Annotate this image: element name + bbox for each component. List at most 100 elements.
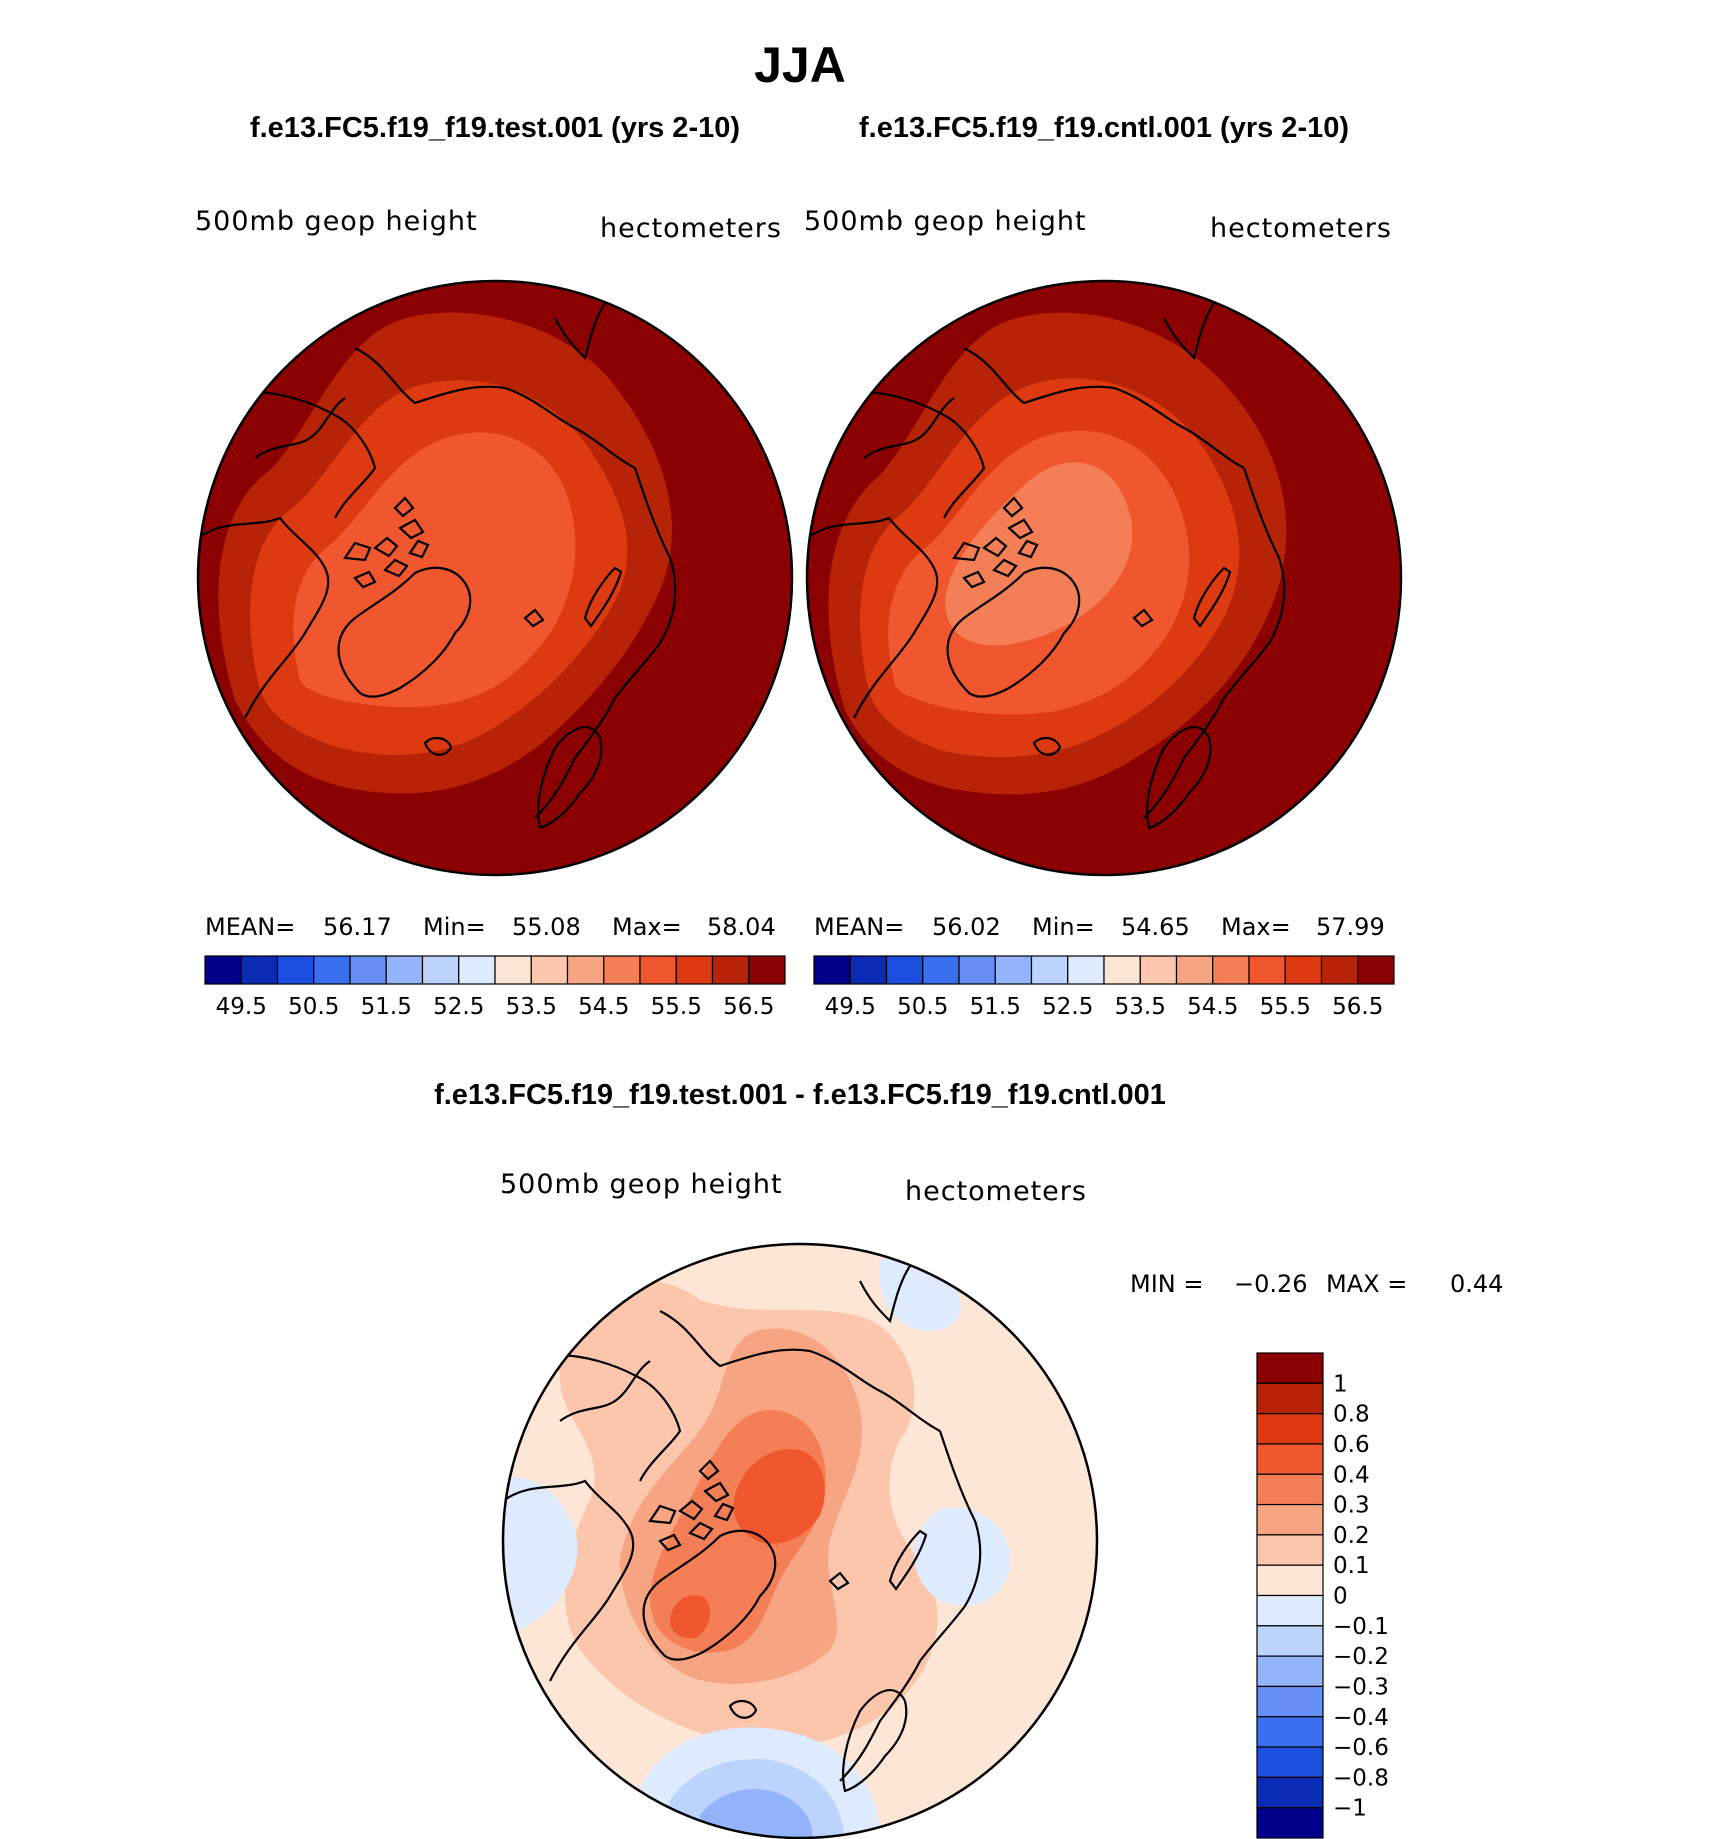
run-title-diff: f.e13.FC5.f19_f19.test.001 - f.e13.FC5.f… [434,1079,1166,1111]
min-value-test: 55.08 [512,913,581,941]
colorbar-tick-label: 53.5 [506,994,557,1020]
colorbar-tick-label: 0 [1333,1584,1348,1610]
colorbar-swatch [885,955,924,985]
max-value-test: 58.04 [707,913,776,941]
diff-band-0-4b [670,1595,711,1639]
colorbar-tick-label: 54.5 [1187,994,1238,1020]
colorbar-tick-label: 56.5 [1332,994,1383,1020]
colorbar-tick-label: 51.5 [970,994,1021,1020]
colorbar-swatch [1256,1807,1324,1839]
colorbar-tick-label: 56.5 [723,994,774,1020]
mean-value-cntl: 56.02 [932,913,1001,941]
colorbar-swatch [603,955,641,985]
colorbar-swatch [1256,1625,1324,1657]
max-value-cntl: 57.99 [1316,913,1385,941]
colorbar-swatch [530,955,569,985]
colorbar-tick-label: 0.8 [1333,1402,1370,1428]
mean-label-cntl: MEAN= [814,913,904,941]
colorbar-swatch [1248,955,1286,985]
colorbar-tick-label: 0.1 [1333,1553,1370,1579]
colorbar-tick-label: −1 [1333,1796,1367,1822]
map-border-diff [501,1242,1099,1839]
colorbar-swatch [494,955,532,985]
colorbar-swatch [675,955,714,985]
colorbar-swatch [204,955,242,985]
colorbar-tick-label: 55.5 [651,994,702,1020]
diff-band-neg-0-3 [700,1789,813,1838]
colorbar-swatch [813,955,851,985]
diff-band-0-4 [733,1449,825,1544]
colorbar-tick-label: 51.5 [361,994,412,1020]
colorbar-tick-label: 0.4 [1333,1462,1370,1488]
colorbar-swatch [711,955,750,985]
colorbar-swatch [1256,1564,1324,1597]
colorbar-swatch [1256,1685,1324,1718]
colorbar-swatch [1067,955,1105,985]
colorbar-swatch [1256,1473,1324,1506]
colorbar-tick-label: 50.5 [897,994,948,1020]
colorbar-swatch [421,955,460,985]
map-border-cntl [805,279,1403,877]
colorbar-cntl: 49.5 50.5 51.5 52.5 53.5 54.5 55.5 56.5 [813,955,1395,1020]
colorbar-swatch [1256,1503,1324,1536]
diff-max-value: 0.44 [1450,1270,1503,1298]
colorbar-swatch [1256,1534,1324,1566]
colorbar-tick-label: 0.2 [1333,1523,1370,1549]
colorbar-tick-label: −0.2 [1333,1644,1389,1670]
variable-label-test: 500mb geop height [195,206,478,237]
colorbar-swatch [1256,1413,1324,1445]
colorbar-swatch [748,955,786,985]
colorbar-tick-label: 54.5 [578,994,629,1020]
diff-band-neg-0-1-east [914,1507,1011,1606]
colorbar-swatch [1256,1443,1324,1475]
diff-max-label: MAX = [1326,1270,1407,1298]
colorbar-swatch [276,955,315,985]
colorbar-tick-label: 52.5 [1042,994,1093,1020]
diff-band-neg-0-1-west [503,1477,578,1640]
polar-map-test [198,281,792,875]
colorbar-tick-label: −0.4 [1333,1705,1389,1731]
colorbar-tick-label: 49.5 [825,994,876,1020]
colorbar-swatch [1320,955,1359,985]
colorbar-tick-label: 53.5 [1115,994,1166,1020]
colorbar-swatch [1256,1352,1324,1384]
max-label-test: Max= [612,913,682,941]
units-label-cntl: hectometers [1210,213,1392,244]
colorbar-swatch [1030,955,1069,985]
colorbar-swatch [958,955,996,985]
run-title-test: f.e13.FC5.f19_f19.test.001 (yrs 2-10) [250,112,740,144]
colorbar-test: 49.5 50.5 51.5 52.5 53.5 54.5 55.5 56.5 [204,955,786,1020]
colorbar-tick-label: −0.1 [1333,1614,1389,1640]
polar-map-diff [503,1244,1097,1838]
colorbar-tick-label: 1 [1333,1371,1348,1397]
colorbar-swatch [1284,955,1323,985]
colorbar-swatch [1175,955,1214,985]
figure-title: JJA [754,37,846,93]
diff-min-value: −0.26 [1234,1270,1308,1298]
colorbar-tick-label: −0.8 [1333,1765,1389,1791]
colorbar-tick-label: −0.6 [1333,1735,1389,1761]
colorbar-swatch [1357,955,1395,985]
colorbar-tick-label: 55.5 [1260,994,1311,1020]
colorbar-swatch [1256,1746,1324,1778]
colorbar-swatch [458,955,496,985]
colorbar-tick-label: 49.5 [216,994,267,1020]
colorbar-tick-label: −0.3 [1333,1674,1389,1700]
run-title-cntl: f.e13.FC5.f19_f19.cntl.001 (yrs 2-10) [859,112,1349,144]
units-label-diff: hectometers [905,1176,1087,1207]
colorbar-swatch [639,955,677,985]
band-55-0-test [293,432,576,708]
colorbar-tick-label: 0.6 [1333,1432,1370,1458]
colorbar-swatch [1256,1382,1324,1415]
polar-map-cntl [807,281,1401,875]
colorbar-swatch [349,955,387,985]
colorbar-swatch [1256,1594,1324,1627]
mean-label-test: MEAN= [205,913,295,941]
colorbar-swatch [1103,955,1141,985]
min-value-cntl: 54.65 [1121,913,1190,941]
colorbar-swatch [1256,1655,1324,1688]
units-label-test: hectometers [600,213,782,244]
colorbar-swatch [922,955,960,985]
colorbar-swatch [1212,955,1250,985]
